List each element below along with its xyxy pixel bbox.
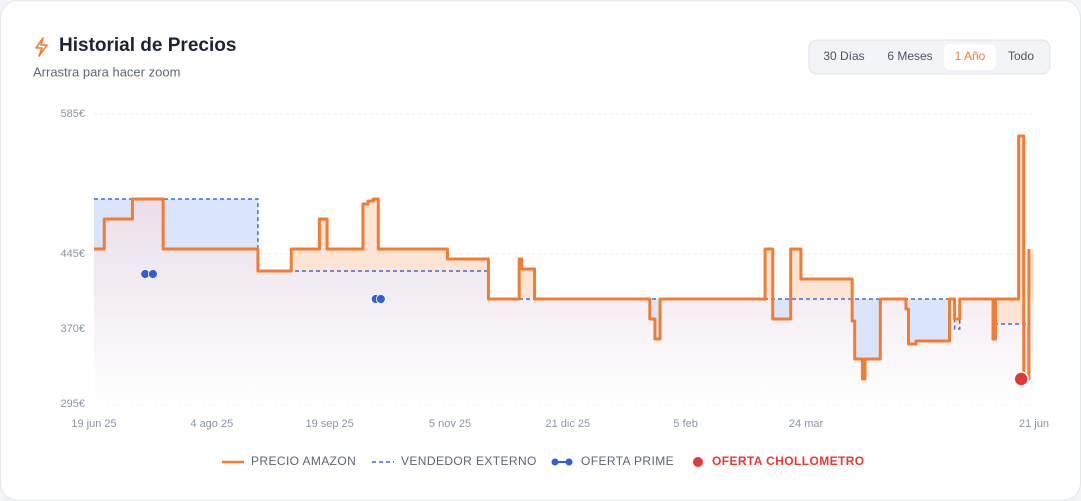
x-tick-label: 19 jun 25	[71, 418, 116, 430]
legend-label: VENDEDOR EXTERNO	[401, 454, 537, 468]
x-tick-label: 24 mar	[789, 418, 824, 430]
y-tick-label: 445€	[61, 248, 85, 260]
title: Historial de Precios	[59, 35, 236, 56]
bolt-icon	[35, 37, 48, 57]
legend-label: OFERTA CHOLLOMETRO	[712, 454, 865, 468]
range-button-active[interactable]	[944, 44, 996, 70]
x-tick-label: 4 ago 25	[190, 418, 233, 430]
legend-label: PRECIO AMAZON	[251, 454, 356, 468]
shared-area	[94, 199, 1034, 404]
x-tick-label: 5 feb	[673, 418, 697, 430]
amazon-line	[94, 134, 1031, 381]
x-tick-label: 5 nov 25	[429, 418, 471, 430]
range-button[interactable]: Todo	[1008, 49, 1034, 63]
range-button[interactable]: 30 Días	[823, 49, 864, 63]
x-tick-label: 21 jun	[1019, 418, 1049, 430]
range-button[interactable]: 6 Meses	[887, 49, 932, 63]
offer-point	[148, 269, 158, 279]
y-tick-label: 370€	[61, 323, 85, 335]
offer-point	[1013, 371, 1029, 387]
y-tick-label: 585€	[61, 108, 85, 120]
subtitle: Arrastra para hacer zoom	[33, 64, 180, 79]
x-tick-label: 19 sep 25	[305, 418, 353, 430]
y-tick-label: 295€	[61, 398, 85, 410]
range-button[interactable]: 1 Año	[955, 49, 986, 63]
legend-swatch	[693, 457, 703, 467]
x-tick-label: 21 dic 25	[546, 418, 591, 430]
offer-point	[375, 294, 386, 304]
legend-swatch	[565, 458, 573, 466]
legend-swatch	[551, 458, 559, 466]
legend-label: OFERTA PRIME	[581, 454, 674, 468]
